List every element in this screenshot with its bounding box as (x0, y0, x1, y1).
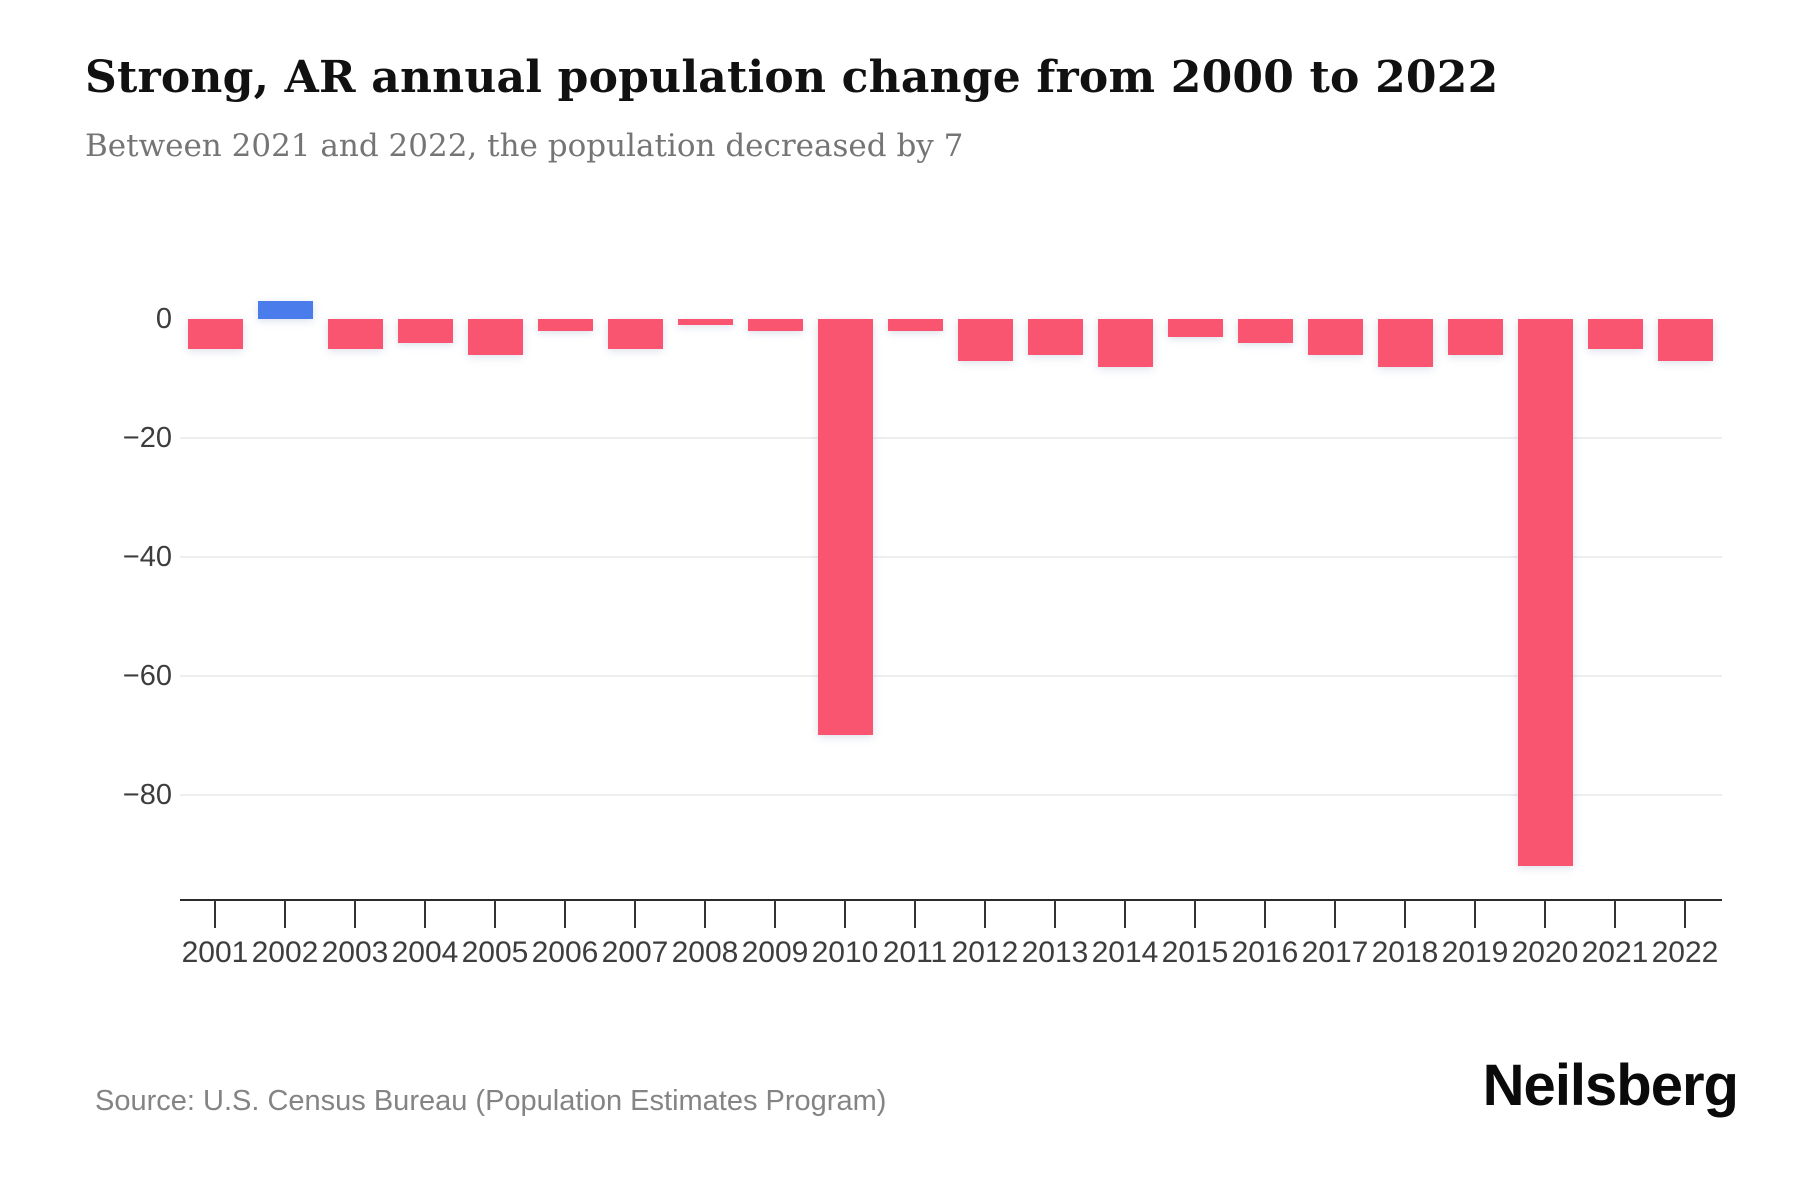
x-tick-2020 (1544, 900, 1546, 928)
bar-2006[interactable] (537, 319, 593, 331)
chart-subtitle: Between 2021 and 2022, the population de… (85, 128, 964, 164)
x-tick-2004 (424, 900, 426, 928)
x-tick-2003 (354, 900, 356, 928)
x-tick-2005 (494, 900, 496, 928)
x-tick-label-2020: 2020 (1511, 936, 1579, 969)
bar-2008[interactable] (677, 319, 733, 325)
bar-2016[interactable] (1237, 319, 1293, 343)
x-tick-2016 (1264, 900, 1266, 928)
x-tick-label-2009: 2009 (741, 936, 809, 969)
brand-logo: Neilsberg (1482, 1053, 1739, 1118)
bar-2013[interactable] (1027, 319, 1083, 355)
bar-2017[interactable] (1307, 319, 1363, 355)
gridline--60 (180, 674, 1722, 677)
x-tick-2010 (844, 900, 846, 928)
bar-2004[interactable] (397, 319, 453, 343)
x-tick-2013 (1054, 900, 1056, 928)
x-axis-line (180, 899, 1722, 901)
bar-2018[interactable] (1377, 319, 1433, 367)
x-tick-label-2010: 2010 (811, 936, 879, 969)
x-tick-label-2005: 2005 (461, 936, 529, 969)
x-tick-2002 (284, 900, 286, 928)
x-tick-2007 (634, 900, 636, 928)
x-tick-2015 (1194, 900, 1196, 928)
x-tick-2019 (1474, 900, 1476, 928)
x-tick-label-2022: 2022 (1651, 936, 1719, 969)
gridline--80 (180, 793, 1722, 796)
x-tick-2001 (214, 900, 216, 928)
x-tick-label-2006: 2006 (531, 936, 599, 969)
bar-2005[interactable] (467, 319, 523, 355)
x-tick-label-2014: 2014 (1091, 936, 1159, 969)
x-tick-2021 (1614, 900, 1616, 928)
x-tick-label-2016: 2016 (1231, 936, 1299, 969)
x-tick-label-2011: 2011 (882, 936, 948, 969)
y-tick-label--20: −20 (122, 421, 172, 454)
bar-2022[interactable] (1657, 319, 1713, 361)
x-tick-2006 (564, 900, 566, 928)
bar-2021[interactable] (1587, 319, 1643, 349)
x-tick-label-2003: 2003 (321, 936, 389, 969)
x-tick-label-2001: 2001 (181, 936, 249, 969)
bar-2003[interactable] (327, 319, 383, 349)
x-tick-label-2018: 2018 (1371, 936, 1439, 969)
bar-2002[interactable] (257, 301, 313, 319)
x-tick-label-2019: 2019 (1441, 936, 1509, 969)
bar-2001[interactable] (187, 319, 243, 349)
x-tick-label-2007: 2007 (601, 936, 669, 969)
x-tick-label-2004: 2004 (391, 936, 459, 969)
x-tick-label-2021: 2021 (1581, 936, 1649, 969)
gridline--40 (180, 555, 1722, 558)
y-tick-label--60: −60 (122, 659, 172, 692)
source-note: Source: U.S. Census Bureau (Population E… (95, 1085, 887, 1117)
bar-2019[interactable] (1447, 319, 1503, 355)
x-tick-label-2013: 2013 (1021, 936, 1089, 969)
y-tick-label-0: 0 (155, 303, 172, 335)
bar-2012[interactable] (957, 319, 1013, 361)
gridline--20 (180, 436, 1722, 439)
bar-2015[interactable] (1167, 319, 1223, 337)
chart-title: Strong, AR annual population change from… (85, 52, 1499, 103)
x-tick-2017 (1334, 900, 1336, 928)
x-tick-label-2015: 2015 (1161, 936, 1229, 969)
x-tick-label-2012: 2012 (951, 936, 1019, 969)
x-tick-2009 (774, 900, 776, 928)
x-tick-2022 (1684, 900, 1686, 928)
y-tick-label--40: −40 (122, 540, 172, 573)
x-tick-2008 (704, 900, 706, 928)
x-tick-2012 (984, 900, 986, 928)
bar-2011[interactable] (887, 319, 943, 331)
bar-2009[interactable] (747, 319, 803, 331)
bar-2007[interactable] (607, 319, 663, 349)
bar-2014[interactable] (1097, 319, 1153, 367)
x-tick-label-2017: 2017 (1301, 936, 1369, 969)
x-tick-label-2008: 2008 (671, 936, 739, 969)
x-tick-2018 (1404, 900, 1406, 928)
x-tick-2011 (914, 900, 916, 928)
bar-2020[interactable] (1517, 319, 1573, 866)
y-tick-label--80: −80 (122, 778, 172, 811)
x-tick-label-2002: 2002 (251, 936, 319, 969)
bar-2010[interactable] (817, 319, 873, 735)
x-tick-2014 (1124, 900, 1126, 928)
